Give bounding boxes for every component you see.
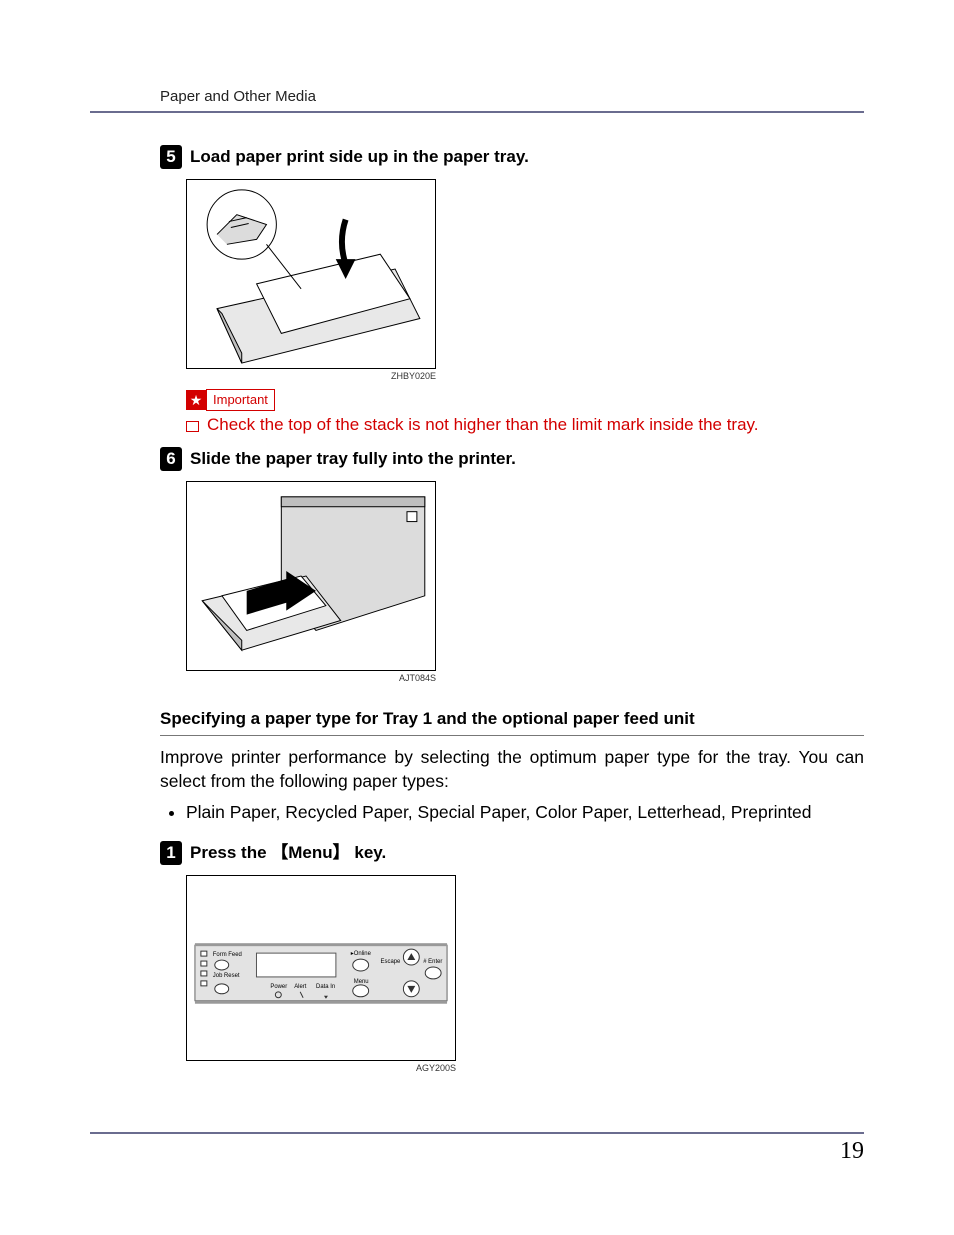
paper-types-list: Plain Paper, Recycled Paper, Special Pap… [160,801,864,825]
panel-label-data-in: Data In [316,984,335,990]
step-5-text: Load paper print side up in the paper tr… [190,145,529,169]
page-number: 19 [840,1138,864,1164]
paper-types-item: Plain Paper, Recycled Paper, Special Pap… [186,801,864,825]
star-icon: ★ [186,390,206,410]
important-label: Important [206,389,275,411]
content-area: 5 Load paper print side up in the paper … [160,145,864,1073]
important-text: Check the top of the stack is not higher… [207,415,759,435]
panel-label-escape: Escape [381,959,402,965]
panel-label-job-reset: Job Reset [213,973,240,979]
important-badge: ★ Important [186,389,864,411]
step-number-6-icon: 6 [160,447,182,471]
subsection-title: Specifying a paper type for Tray 1 and t… [160,709,864,736]
running-header: Paper and Other Media [90,88,864,113]
step-6-figure: AJT084S [186,481,864,683]
page-footer: 19 [90,1132,864,1165]
control-panel-illustration: Form Feed Job Reset Power Alert Data In … [186,875,456,1061]
control-panel-figure: Form Feed Job Reset Power Alert Data In … [186,875,864,1073]
step-number-5-icon: 5 [160,145,182,169]
control-panel-figure-code: AGY200S [186,1063,456,1073]
bracket-open-icon: 【 [271,843,288,862]
step-1-text: Press the 【Menu】 key. [190,841,386,865]
panel-label-menu: Menu [354,979,369,985]
menu-key-label: Menu [288,843,332,862]
checkbox-bullet-icon [186,421,199,432]
panel-label-power: Power [270,984,287,990]
panel-label-form-feed: Form Feed [213,952,242,958]
paper-tray-load-illustration [186,179,436,369]
panel-label-enter: # Enter [423,959,442,965]
step-5-figure-code: ZHBY020E [186,371,436,381]
step-5-figure: ZHBY020E [186,179,864,381]
step-1-prefix: Press the [190,843,271,862]
step-1: 1 Press the 【Menu】 key. [160,841,864,865]
paper-tray-insert-illustration [186,481,436,671]
step-number-1-icon: 1 [160,841,182,865]
bracket-close-icon: 】 [333,843,350,862]
step-5: 5 Load paper print side up in the paper … [160,145,864,169]
step-6-figure-code: AJT084S [186,673,436,683]
panel-label-online: ▸Online [351,951,372,957]
important-note: Check the top of the stack is not higher… [186,415,864,435]
subsection-body: Improve printer performance by selecting… [160,746,864,793]
step-1-suffix: key. [350,843,387,862]
panel-label-alert: Alert [294,984,307,990]
step-6-text: Slide the paper tray fully into the prin… [190,447,516,471]
page: Paper and Other Media 5 Load paper print… [0,0,954,1235]
step-6: 6 Slide the paper tray fully into the pr… [160,447,864,471]
